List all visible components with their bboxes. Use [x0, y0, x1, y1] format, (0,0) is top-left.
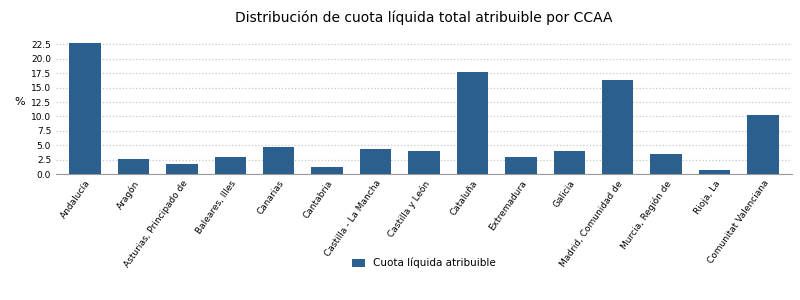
Bar: [166, 164, 198, 174]
Bar: [554, 151, 585, 174]
Bar: [118, 159, 150, 174]
Legend: Cuota líquida atribuible: Cuota líquida atribuible: [348, 254, 500, 272]
Bar: [457, 72, 488, 174]
Y-axis label: %: %: [14, 97, 26, 107]
Bar: [650, 154, 682, 174]
Bar: [408, 151, 440, 174]
Bar: [214, 157, 246, 174]
Bar: [698, 170, 730, 174]
Bar: [70, 43, 101, 174]
Bar: [311, 167, 343, 174]
Title: Distribución de cuota líquida total atribuible por CCAA: Distribución de cuota líquida total atri…: [235, 10, 613, 25]
Bar: [602, 80, 634, 174]
Bar: [747, 115, 778, 174]
Bar: [263, 147, 294, 174]
Bar: [360, 149, 391, 174]
Bar: [505, 157, 537, 174]
